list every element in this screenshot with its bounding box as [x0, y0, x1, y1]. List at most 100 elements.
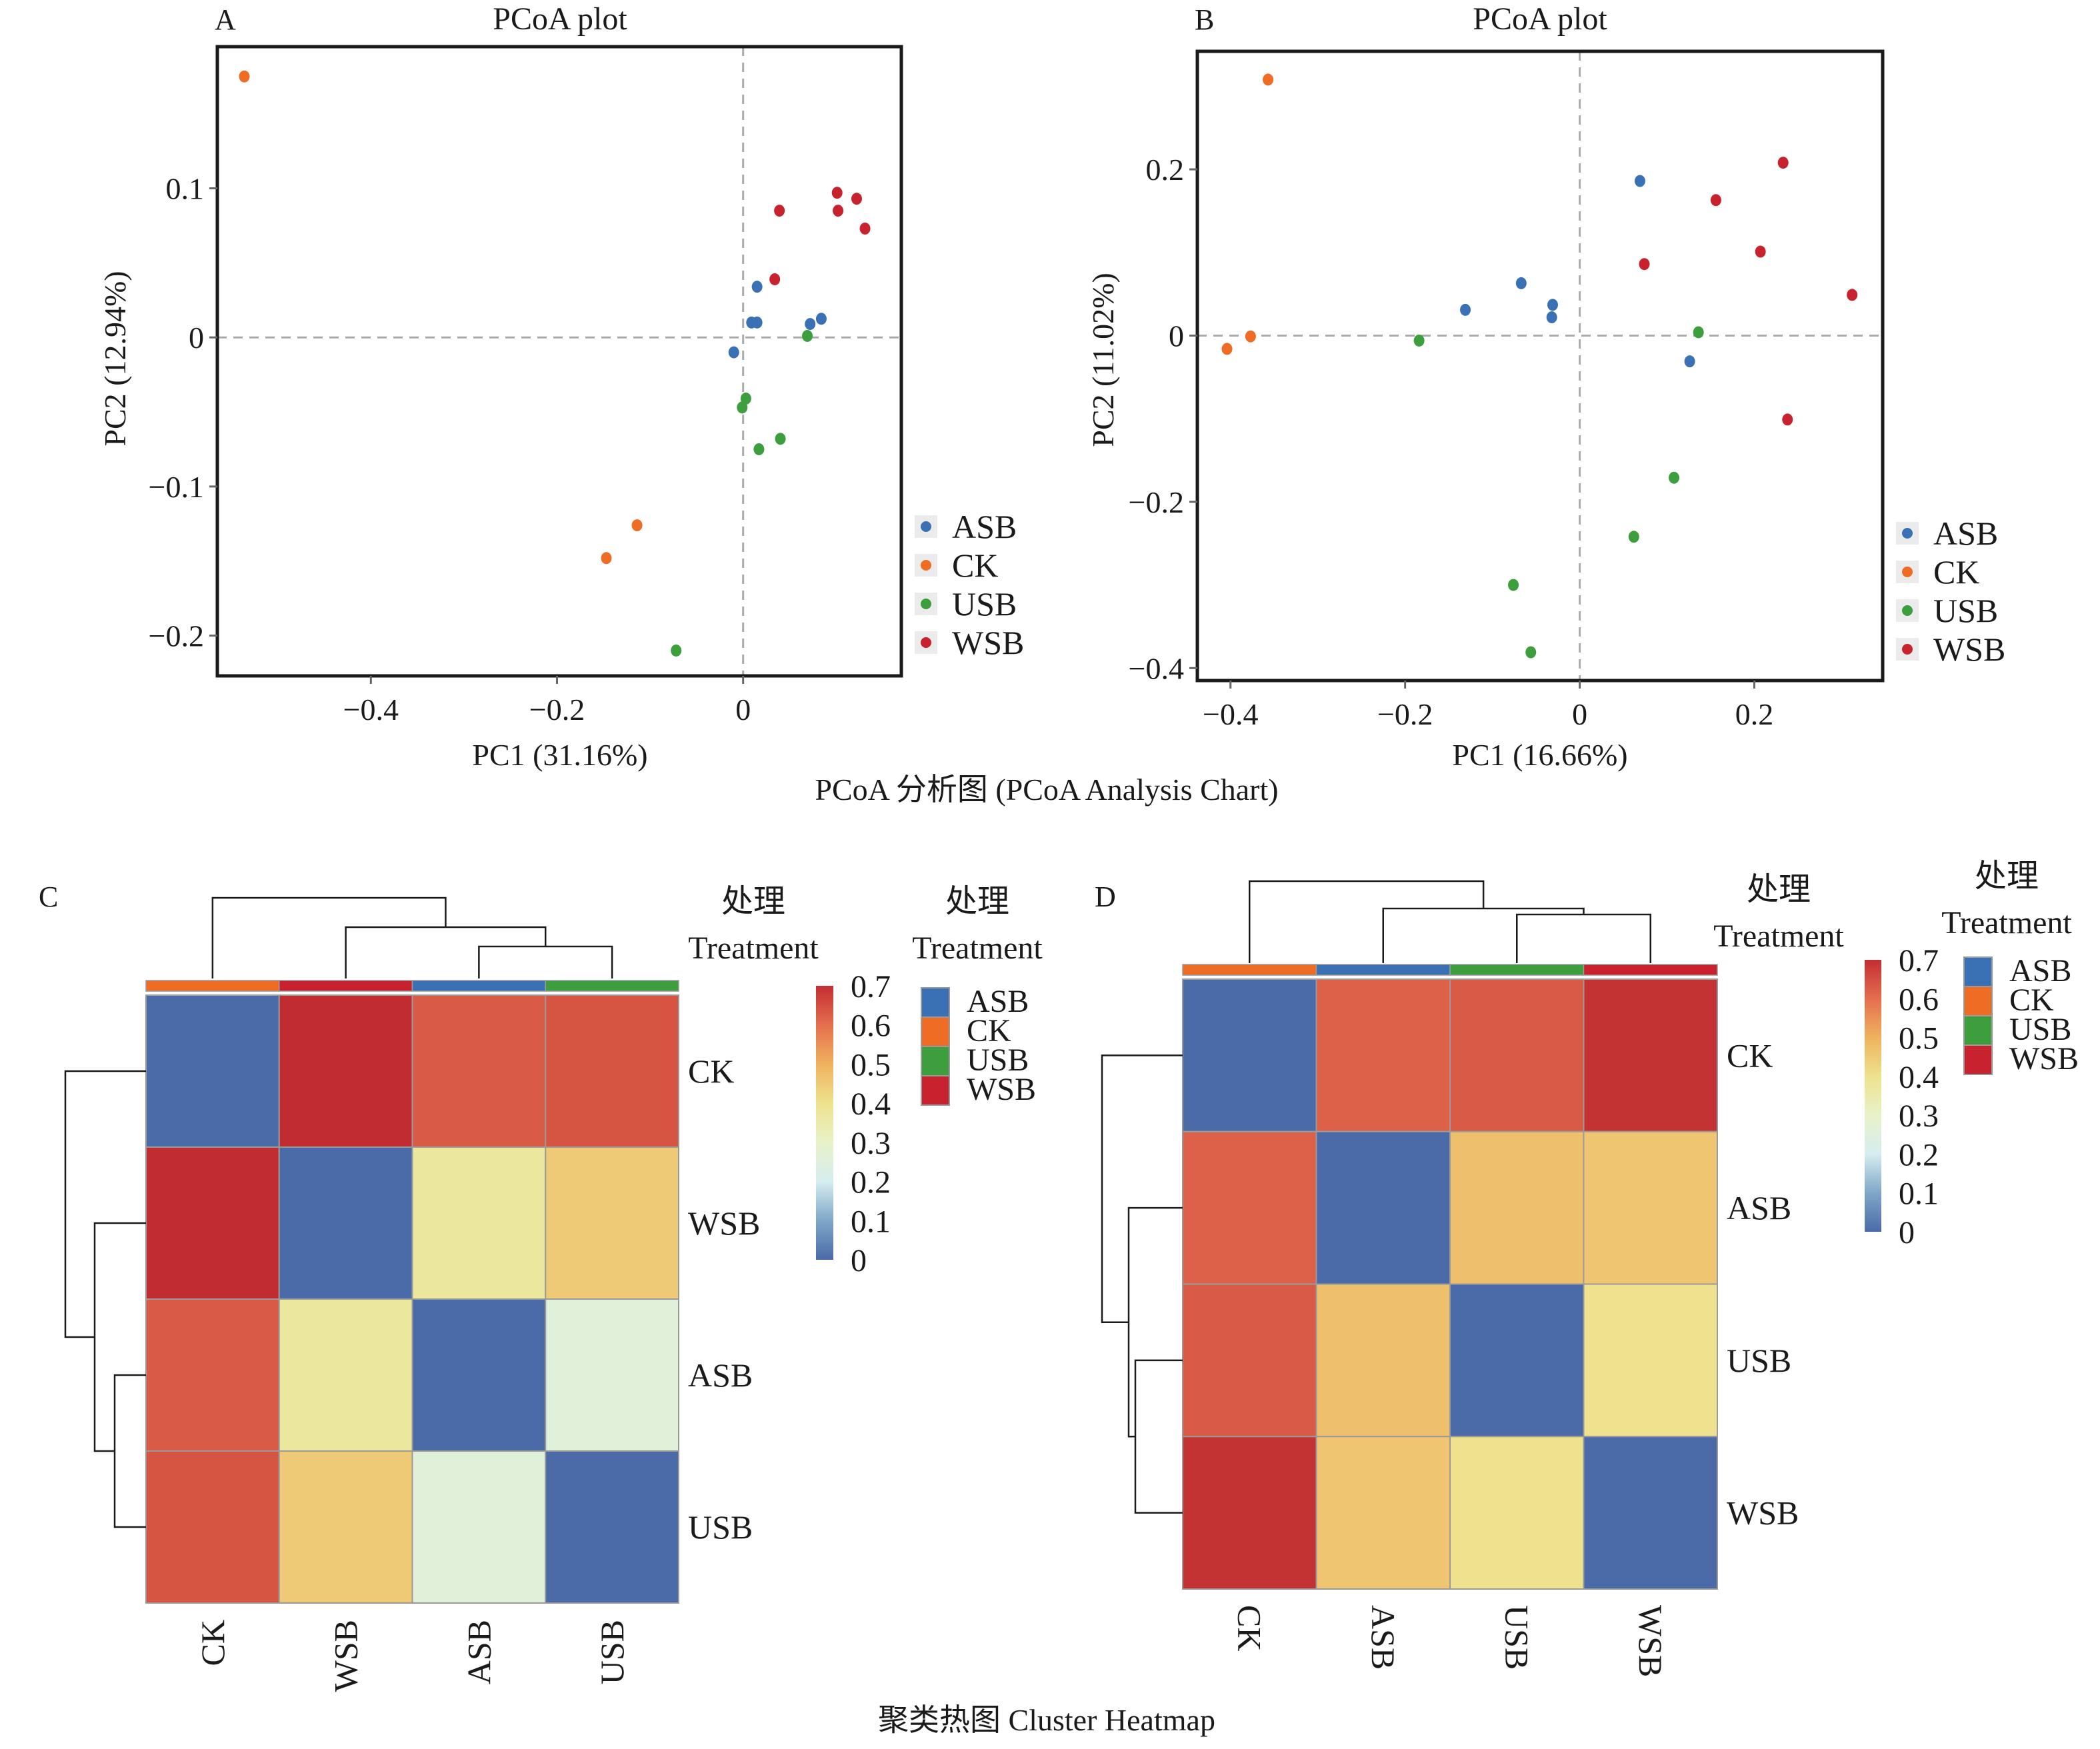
- data-point-asb: [1547, 299, 1558, 311]
- data-point-wsb: [831, 187, 843, 199]
- data-point-wsb: [859, 222, 871, 235]
- heatmap-cell: [545, 994, 679, 1148]
- heatmap-cell: [145, 1450, 280, 1604]
- x-tick-label-b: −0.2: [1377, 697, 1433, 731]
- col-label-asb: ASB: [1365, 1605, 1402, 1670]
- y-tick-label-a: 0: [189, 321, 204, 355]
- column-dendrogram-c: [211, 896, 613, 978]
- legend-marker-ck: [921, 560, 931, 571]
- data-point-ck: [1263, 73, 1274, 86]
- annotation-cell-ck: [145, 980, 280, 992]
- heatmap-cell: [545, 1450, 679, 1604]
- data-point-ck: [601, 552, 612, 565]
- treatment-legend-label-wsb: WSB: [2009, 1041, 2079, 1076]
- row-label-ck: CK: [688, 1052, 734, 1090]
- heatmap-cell: [411, 1450, 547, 1604]
- treatment-legend-swatch-wsb: [1963, 1044, 1993, 1075]
- heatmap-cell: [411, 1146, 547, 1300]
- heatmap-cell: [1315, 978, 1451, 1132]
- row-dendrogram-d: [1101, 1054, 1183, 1514]
- legend-marker-asb: [1902, 528, 1913, 539]
- y-tick-label-b: −0.4: [1129, 651, 1184, 685]
- heatmap-cell: [145, 1146, 280, 1300]
- annotation-cell-asb: [411, 980, 546, 992]
- data-point-asb: [751, 281, 763, 293]
- y-tick-label-a: −0.1: [149, 470, 204, 504]
- annotation-cell-wsb: [279, 980, 413, 992]
- heatmap-cell: [1449, 978, 1585, 1132]
- data-point-wsb: [1847, 289, 1858, 301]
- data-point-asb: [1460, 303, 1471, 316]
- colorbar-tick-label-d: 0.7: [1899, 943, 1939, 978]
- heatmap-cell: [145, 994, 280, 1148]
- colorbar-tick-label-c: 0.7: [851, 969, 891, 1004]
- col-label-wsb: WSB: [327, 1620, 365, 1692]
- heatmap-cell: [1182, 1283, 1317, 1438]
- col-label-usb: USB: [1498, 1605, 1535, 1670]
- x-tick-label-a: −0.4: [343, 693, 399, 727]
- annotation-title-cn-d: 处理: [1747, 871, 1811, 908]
- data-point-usb: [1413, 334, 1425, 347]
- x-axis-label-a: PC1 (31.16%): [472, 738, 647, 772]
- heatmap-cell: [145, 1298, 280, 1452]
- row-dendrogram-c: [64, 1070, 146, 1528]
- legend-marker-wsb: [921, 637, 931, 648]
- data-point-asb: [1634, 175, 1645, 187]
- heatmap-cell: [1315, 1283, 1451, 1438]
- heatmap-cell: [411, 994, 547, 1148]
- legend-marker-ck: [1902, 567, 1913, 577]
- treatment-legend-swatch-asb: [1963, 956, 1993, 987]
- data-point-usb: [1669, 471, 1680, 484]
- colorbar-tick-label-c: 0.3: [851, 1126, 891, 1161]
- data-point-usb: [740, 392, 751, 405]
- row-label-asb: ASB: [688, 1356, 753, 1394]
- annotation-title-en-d: Treatment: [1713, 918, 1844, 954]
- column-dendrogram-d: [1249, 880, 1651, 963]
- heatmap-cell: [1182, 1436, 1317, 1590]
- data-point-usb: [737, 401, 748, 414]
- data-point-usb: [1508, 579, 1519, 591]
- data-point-wsb: [1755, 245, 1766, 258]
- heatmap-cell: [1583, 1283, 1718, 1438]
- legend-label-ck: CK: [1933, 553, 1979, 591]
- x-axis-label-b: PC1 (16.66%): [1452, 738, 1627, 772]
- colorbar-tick-label-c: 0.6: [851, 1008, 891, 1044]
- panel-label-c: C: [39, 880, 58, 913]
- legend-label-usb: USB: [952, 585, 1017, 623]
- annotation-title-en-c: Treatment: [688, 930, 819, 966]
- annotation-cell-ck: [1182, 964, 1317, 976]
- heatmap-cell: [1449, 1283, 1585, 1438]
- treatment-legend-swatch-ck: [1963, 986, 1993, 1016]
- pcoa-panel-b: B PCoA plot −0.4 −0.2 0 0.2 0.2 0 −0.2 −0.4 PC1…: [1086, 1, 2005, 772]
- heatmap-cell: [545, 1298, 679, 1452]
- treatment-legend-swatch-usb: [1963, 1015, 1993, 1046]
- treatment-legend-swatch-ck: [921, 1016, 950, 1047]
- row-label-wsb: WSB: [1727, 1494, 1799, 1532]
- treatment-legend-swatch-wsb: [921, 1075, 950, 1106]
- treatment-legend-swatch-asb: [921, 987, 950, 1018]
- heatmap-cell: [1182, 978, 1317, 1132]
- y-axis-label-b: PC2 (11.02%): [1086, 273, 1120, 447]
- y-axis-label-a: PC2 (12.94%): [98, 271, 132, 446]
- pcoa-caption: PCoA 分析图 (PCoA Analysis Chart): [815, 773, 1278, 807]
- colorbar-tick-label-c: 0.5: [851, 1047, 891, 1082]
- col-label-asb: ASB: [460, 1620, 497, 1684]
- col-label-ck: CK: [194, 1620, 231, 1666]
- colorbar-tick-label-c: 0.2: [851, 1165, 891, 1200]
- annotation-cell-asb: [1315, 964, 1451, 976]
- colorbar-tick-label-d: 0.5: [1899, 1021, 1939, 1056]
- x-tick-label-b: −0.4: [1203, 697, 1258, 731]
- y-tick-label-a: −0.2: [149, 619, 204, 653]
- legend-label-usb: USB: [1933, 592, 1998, 629]
- heatmap-cell: [1182, 1130, 1317, 1285]
- treatment-legend-label-wsb: WSB: [967, 1072, 1036, 1107]
- data-point-wsb: [774, 205, 785, 217]
- data-point-ck: [1245, 330, 1256, 343]
- heatmap-cell: [411, 1298, 547, 1452]
- row-label-asb: ASB: [1727, 1189, 1791, 1226]
- plot-frame-b: [1195, 49, 1885, 683]
